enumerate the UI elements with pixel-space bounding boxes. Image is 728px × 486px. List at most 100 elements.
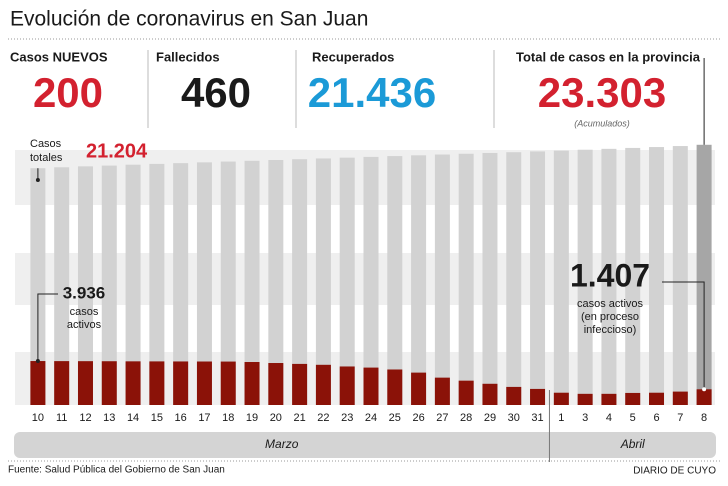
total-bar — [339, 157, 355, 405]
stat-label: Recuperados — [312, 49, 394, 64]
active-bar — [244, 362, 260, 405]
x-tick-label: 12 — [79, 412, 91, 424]
total-bar — [125, 164, 141, 405]
active-bar — [649, 392, 665, 405]
active-bar — [77, 361, 93, 405]
total-bar — [482, 152, 498, 405]
x-tick-label: 19 — [246, 412, 258, 424]
x-tick-label: 13 — [103, 412, 115, 424]
marker — [702, 387, 707, 392]
x-tick-label: 4 — [606, 412, 612, 424]
active-bar — [387, 369, 403, 405]
total-bar — [363, 156, 379, 405]
x-tick-label: 16 — [175, 412, 187, 424]
title: Evolución de coronavirus en San Juan — [10, 8, 368, 31]
active-bar — [196, 361, 212, 405]
source: Fuente: Salud Pública del Gobierno de Sa… — [8, 465, 225, 476]
total-bar — [244, 160, 260, 405]
x-tick-label: 6 — [653, 412, 659, 424]
total-bar — [268, 160, 284, 405]
total-bar — [54, 167, 70, 405]
total-bar — [458, 153, 474, 405]
marker — [35, 359, 40, 364]
annotation-value: 1.407 — [570, 257, 650, 293]
annotation: Casos — [30, 138, 62, 150]
x-tick-label: 3 — [582, 412, 588, 424]
month-label: Abril — [620, 437, 645, 451]
total-bar — [649, 147, 665, 406]
annotation: totales — [30, 152, 63, 164]
x-tick-label: 10 — [32, 412, 44, 424]
month-band — [14, 432, 716, 458]
stat-value: 23.303 — [538, 69, 666, 116]
total-bar — [577, 149, 593, 405]
x-tick-label: 25 — [389, 412, 401, 424]
x-tick-label: 18 — [222, 412, 234, 424]
x-tick-label: 7 — [677, 412, 683, 424]
active-bar — [434, 377, 450, 405]
annotation: casos — [70, 306, 99, 318]
total-bar — [672, 146, 688, 406]
total-bar — [101, 165, 117, 405]
annotation: casos activos — [577, 298, 644, 310]
active-bar — [173, 361, 189, 405]
active-bar — [101, 361, 117, 405]
active-bar — [363, 367, 379, 405]
active-bar — [672, 391, 688, 405]
month-label: Marzo — [265, 437, 299, 451]
active-bar — [553, 392, 569, 405]
total-bar — [196, 162, 212, 405]
x-tick-label: 8 — [701, 412, 707, 424]
total-bar — [553, 150, 569, 405]
total-bar — [77, 166, 93, 405]
total-bar — [30, 168, 46, 405]
stat-note: (Acumulados) — [574, 118, 630, 128]
total-bar — [506, 152, 522, 405]
x-tick-label: 22 — [317, 412, 329, 424]
active-bar — [458, 380, 474, 405]
x-tick-label: 28 — [460, 412, 472, 424]
x-tick-label: 15 — [151, 412, 163, 424]
x-tick-label: 11 — [56, 412, 67, 424]
active-bar — [577, 393, 593, 405]
total-bar — [434, 154, 450, 405]
leader — [37, 293, 58, 362]
active-bar — [149, 361, 165, 405]
x-tick-label: 27 — [436, 412, 448, 424]
annotation-value: 21.204 — [86, 140, 148, 162]
stat-label: Total de casos en la provincia — [516, 49, 701, 64]
x-tick-label: 1 — [558, 412, 564, 424]
total-bar — [220, 161, 236, 405]
x-tick-label: 5 — [630, 412, 636, 424]
active-bar — [625, 392, 641, 405]
total-bar — [530, 151, 546, 405]
stat-label: Fallecidos — [156, 49, 220, 64]
x-tick-label: 21 — [293, 412, 305, 424]
annotation: infeccioso) — [584, 324, 637, 336]
active-bar — [268, 363, 284, 405]
x-tick-label: 17 — [198, 412, 210, 424]
total-bar — [696, 144, 712, 405]
active-bar — [30, 361, 46, 405]
active-bar — [696, 389, 712, 405]
active-bar — [482, 383, 498, 405]
active-bar — [54, 361, 70, 405]
total-bar — [601, 148, 617, 405]
x-tick-label: 29 — [484, 412, 496, 424]
x-tick-label: 30 — [508, 412, 520, 424]
x-tick-label: 23 — [341, 412, 353, 424]
active-bar — [506, 386, 522, 405]
total-bar — [173, 163, 189, 405]
active-bar — [220, 361, 236, 405]
active-bar — [411, 372, 427, 405]
annotation: activos — [67, 319, 102, 331]
x-tick-label: 14 — [127, 412, 139, 424]
annotation: (en proceso — [581, 311, 639, 323]
total-bar — [149, 163, 165, 405]
stat-value: 200 — [33, 69, 103, 116]
leader — [662, 281, 705, 390]
active-bar — [125, 361, 141, 405]
active-bar — [339, 366, 355, 405]
active-bar — [530, 388, 546, 405]
